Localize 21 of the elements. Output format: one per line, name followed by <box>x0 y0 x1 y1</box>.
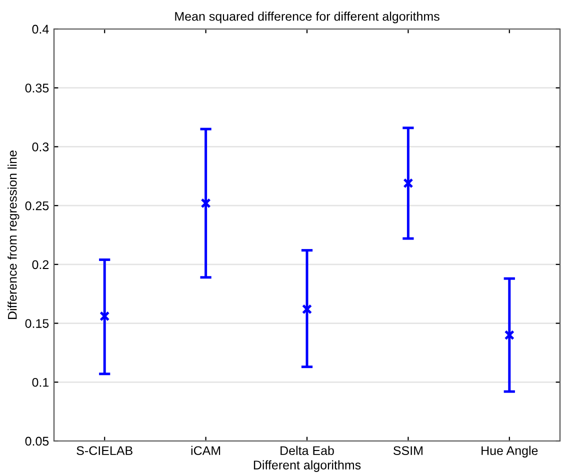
y-tick-label: 0.1 <box>32 378 49 387</box>
y-tick-label: 0.4 <box>32 24 49 34</box>
x-tick-label: SSIM <box>393 446 422 456</box>
y-tick-label: 0.25 <box>25 201 49 210</box>
x-tick-label: iCAM <box>191 446 220 456</box>
y-tick-label: 0.35 <box>25 84 49 93</box>
y-tick-label: 0.05 <box>25 436 49 446</box>
x-tick-label: Delta Eab <box>280 446 334 456</box>
y-tick-label: 0.2 <box>32 260 49 270</box>
y-axis-title: Difference from regression line <box>8 150 20 319</box>
point <box>504 330 514 340</box>
y-tick-label: 0.15 <box>25 319 49 328</box>
point <box>200 198 211 208</box>
x-tick-label: Hue Angle <box>482 446 538 458</box>
point <box>302 304 312 314</box>
chart-title: Mean squared difference for different algorithms <box>175 12 440 24</box>
x-tick-label: S-CIELAB <box>76 446 132 456</box>
point <box>403 178 414 188</box>
y-tick-label: 0.3 <box>32 142 49 152</box>
point <box>100 311 110 322</box>
x-axis-title: Different algorithms <box>254 460 361 472</box>
